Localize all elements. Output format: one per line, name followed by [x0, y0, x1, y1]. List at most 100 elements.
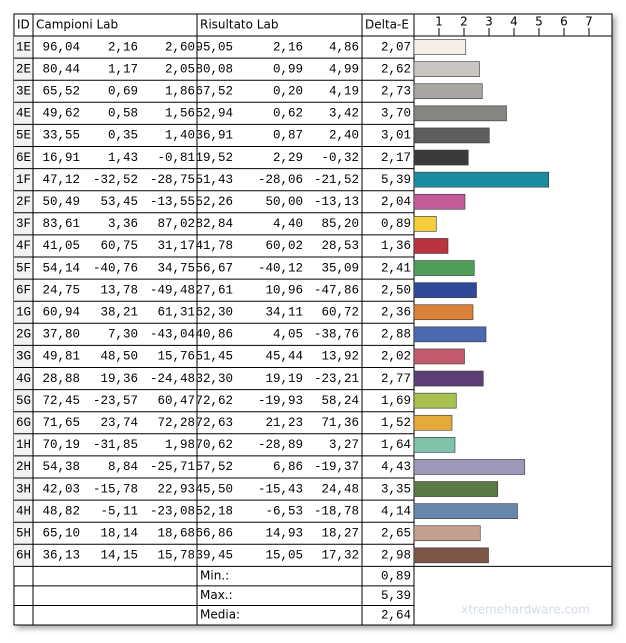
delta-e: 2,41: [381, 261, 411, 275]
campioni-value: 53,45: [100, 195, 138, 209]
campioni-value: 14,15: [100, 549, 138, 563]
risultato-value: -19,93: [258, 394, 303, 408]
column-header: ID: [17, 18, 30, 32]
risultato-value: 28,53: [321, 239, 359, 253]
delta-e: 1,36: [381, 239, 411, 253]
delta-e: 1,69: [381, 394, 411, 408]
bar: [413, 437, 456, 453]
campioni-value: 36,13: [42, 549, 80, 563]
risultato-value: -40,12: [258, 261, 303, 275]
delta-e: 2,98: [381, 549, 411, 563]
row-id: 5E: [16, 129, 31, 143]
risultato-value: 3,27: [329, 438, 359, 452]
campioni-value: 41,05: [42, 239, 80, 253]
summary-label: Min.:: [200, 569, 229, 583]
risultato-value: 3,42: [329, 107, 359, 121]
risultato-value: 4,86: [329, 40, 359, 54]
campioni-value: 48,50: [100, 350, 138, 364]
delta-e: 2,04: [381, 195, 411, 209]
campioni-value: 16,91: [42, 151, 80, 165]
campioni-value: 34,75: [157, 261, 195, 275]
bar: [413, 547, 489, 564]
risultato-value: 36,91: [195, 129, 233, 143]
risultato-value: -13,13: [314, 195, 359, 209]
campioni-value: 2,16: [108, 40, 138, 54]
bar: [413, 127, 490, 144]
bar: [413, 171, 550, 188]
campioni-value: 24,75: [42, 283, 80, 297]
campioni-value: 49,62: [42, 107, 80, 121]
risultato-value: 60,72: [321, 306, 359, 320]
risultato-value: 4,05: [273, 328, 303, 342]
risultato-value: 70,62: [195, 438, 233, 452]
delta-e: 2,73: [381, 85, 411, 99]
campioni-value: 13,78: [100, 283, 138, 297]
campioni-value: 15,78: [157, 549, 195, 563]
bar: [413, 238, 449, 254]
row-id: 1G: [16, 306, 31, 320]
delta-e: 4,14: [381, 504, 411, 518]
campioni-value: 31,17: [157, 239, 195, 253]
risultato-value: 50,00: [265, 195, 303, 209]
risultato-value: -38,76: [314, 328, 359, 342]
delta-e: 3,70: [381, 107, 411, 121]
row-id: 6F: [16, 283, 31, 297]
x-tick-label: 4: [510, 15, 518, 29]
risultato-value: 34,11: [265, 306, 303, 320]
campioni-value: -32,52: [93, 173, 138, 187]
risultato-value: 18,27: [321, 527, 359, 541]
column-header: Risultato Lab: [200, 18, 278, 32]
bar: [413, 149, 469, 166]
delta-e: 2,65: [381, 527, 411, 541]
risultato-value: -15,43: [258, 482, 303, 496]
delta-e: 3,01: [381, 129, 411, 143]
row-id: 5H: [16, 527, 31, 541]
campioni-value: 48,82: [42, 504, 80, 518]
risultato-value: 41,78: [195, 239, 233, 253]
risultato-value: 85,20: [321, 217, 359, 231]
campioni-value: -15,78: [93, 482, 138, 496]
campioni-value: 61,31: [157, 306, 195, 320]
campioni-value: -23,08: [150, 504, 195, 518]
delta-e: 5,39: [381, 173, 411, 187]
delta-e: 2,02: [381, 350, 411, 364]
campioni-value: -0,81: [157, 151, 195, 165]
column-header: Delta-E: [365, 18, 409, 32]
delta-e: 2,50: [381, 283, 411, 297]
campioni-value: 50,49: [42, 195, 80, 209]
risultato-value: 4,40: [273, 217, 303, 231]
risultato-value: 58,24: [321, 394, 359, 408]
row-id: 6H: [16, 549, 31, 563]
campioni-value: 60,47: [157, 394, 195, 408]
x-tick-label: 2: [460, 15, 468, 29]
delta-e: 1,52: [381, 416, 411, 430]
x-tick-label: 7: [585, 15, 593, 29]
risultato-value: 6,86: [273, 460, 303, 474]
risultato-value: 67,52: [195, 85, 233, 99]
campioni-value: 1,43: [108, 151, 138, 165]
campioni-value: 47,12: [42, 173, 80, 187]
row-id: 4E: [16, 107, 31, 121]
bar: [413, 503, 518, 519]
delta-e: 2,88: [381, 328, 411, 342]
column-header: Campioni Lab: [36, 18, 118, 32]
risultato-value: -28,06: [258, 173, 303, 187]
summary-value: 0,89: [381, 569, 411, 583]
bar: [413, 525, 481, 542]
campioni-value: 2,60: [165, 40, 195, 54]
delta-e: 4,43: [381, 460, 411, 474]
campioni-value: 1,86: [165, 85, 195, 99]
campioni-value: 42,03: [42, 482, 80, 496]
campioni-value: 19,36: [100, 372, 138, 386]
campioni-value: -13,55: [150, 195, 195, 209]
summary-value: 5,39: [381, 589, 411, 603]
risultato-value: 32,30: [195, 372, 233, 386]
campioni-value: 18,68: [157, 527, 195, 541]
campioni-value: 80,44: [42, 62, 80, 76]
bar: [413, 459, 526, 475]
campioni-value: 3,36: [108, 217, 138, 231]
bar: [413, 39, 467, 55]
campioni-value: 1,56: [165, 107, 195, 121]
risultato-value: 72,63: [195, 416, 233, 430]
